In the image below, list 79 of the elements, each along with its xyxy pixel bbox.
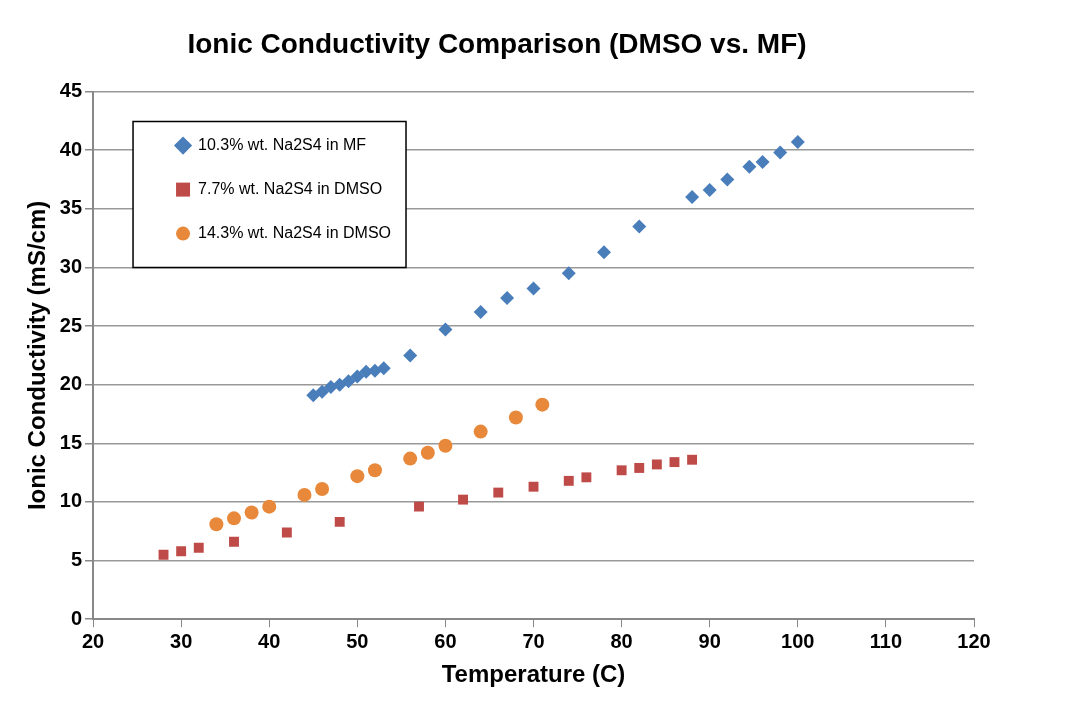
- point: [616, 465, 627, 476]
- point: [508, 410, 523, 425]
- y-tick-label: 15: [59, 430, 83, 453]
- point: [176, 546, 187, 557]
- point: [535, 397, 550, 412]
- point: [581, 472, 592, 483]
- point: [158, 549, 169, 560]
- point: [742, 159, 757, 174]
- point: [193, 542, 204, 553]
- point: [281, 527, 292, 538]
- chart-title: Ionic Conductivity Comparison (DMSO vs. MF): [187, 27, 807, 59]
- point: [563, 475, 574, 486]
- point: [773, 145, 788, 160]
- x-tick-label: 120: [957, 629, 991, 652]
- point: [420, 445, 435, 460]
- point: [262, 499, 277, 514]
- legend-label: 14.3% wt. Na2S4 in DMSO: [198, 224, 392, 242]
- point: [403, 451, 418, 466]
- point: [414, 501, 424, 512]
- point: [634, 463, 645, 473]
- point: [755, 154, 770, 169]
- point: [376, 361, 391, 376]
- x-tick-label: 60: [434, 629, 457, 652]
- y-tick-label: 45: [59, 79, 83, 102]
- point: [332, 377, 347, 392]
- point: [350, 369, 365, 384]
- x-tick-label: 80: [610, 629, 633, 652]
- y-tick-label: 35: [59, 196, 83, 219]
- point: [244, 505, 259, 520]
- point: [702, 183, 717, 198]
- y-tick-label: 40: [59, 137, 83, 160]
- y-tick-label: 30: [59, 254, 83, 277]
- point: [685, 190, 700, 205]
- point: [473, 424, 488, 439]
- point: [526, 281, 541, 296]
- point: [315, 482, 330, 497]
- x-tick-label: 90: [698, 629, 721, 652]
- point: [350, 469, 365, 484]
- point: [720, 172, 735, 187]
- x-tick-label: 100: [781, 629, 815, 652]
- point: [473, 305, 488, 320]
- x-tick-label: 110: [869, 629, 903, 652]
- y-tick-label: 25: [59, 313, 83, 336]
- point: [458, 494, 468, 505]
- point: [438, 438, 453, 453]
- x-tick-label: 70: [522, 629, 545, 652]
- point: [438, 322, 453, 337]
- x-tick-label: 40: [258, 629, 281, 652]
- point: [229, 536, 239, 547]
- point: [403, 348, 418, 363]
- x-tick-label: 30: [170, 629, 193, 652]
- point: [687, 454, 698, 465]
- point: [334, 516, 345, 527]
- point: [597, 245, 611, 260]
- y-axis-title: Ionic Conductivity (mS/cm): [23, 200, 51, 511]
- point: [561, 266, 576, 281]
- y-tick-label: 5: [70, 548, 83, 571]
- point: [315, 384, 330, 399]
- point: [341, 374, 356, 389]
- point: [323, 380, 338, 395]
- point: [306, 388, 321, 403]
- legend-label: 10.3% wt. Na2S4 in MF: [198, 136, 367, 154]
- y-tick-label: 10: [59, 489, 83, 512]
- point: [493, 487, 504, 498]
- y-tick-label: 20: [59, 372, 83, 395]
- x-axis-title: Temperature (C): [441, 660, 626, 688]
- point: [297, 487, 312, 502]
- y-tick-label: 0: [70, 606, 83, 629]
- point: [669, 457, 680, 468]
- point: [500, 290, 515, 305]
- point: [209, 517, 224, 532]
- point: [651, 459, 662, 470]
- point: [632, 219, 647, 234]
- point: [528, 481, 539, 492]
- point: [367, 463, 382, 478]
- point: [227, 511, 241, 526]
- point: [790, 135, 805, 150]
- legend-label: 7.7% wt. Na2S4 in DMSO: [198, 180, 383, 198]
- x-tick-label: 50: [346, 629, 369, 652]
